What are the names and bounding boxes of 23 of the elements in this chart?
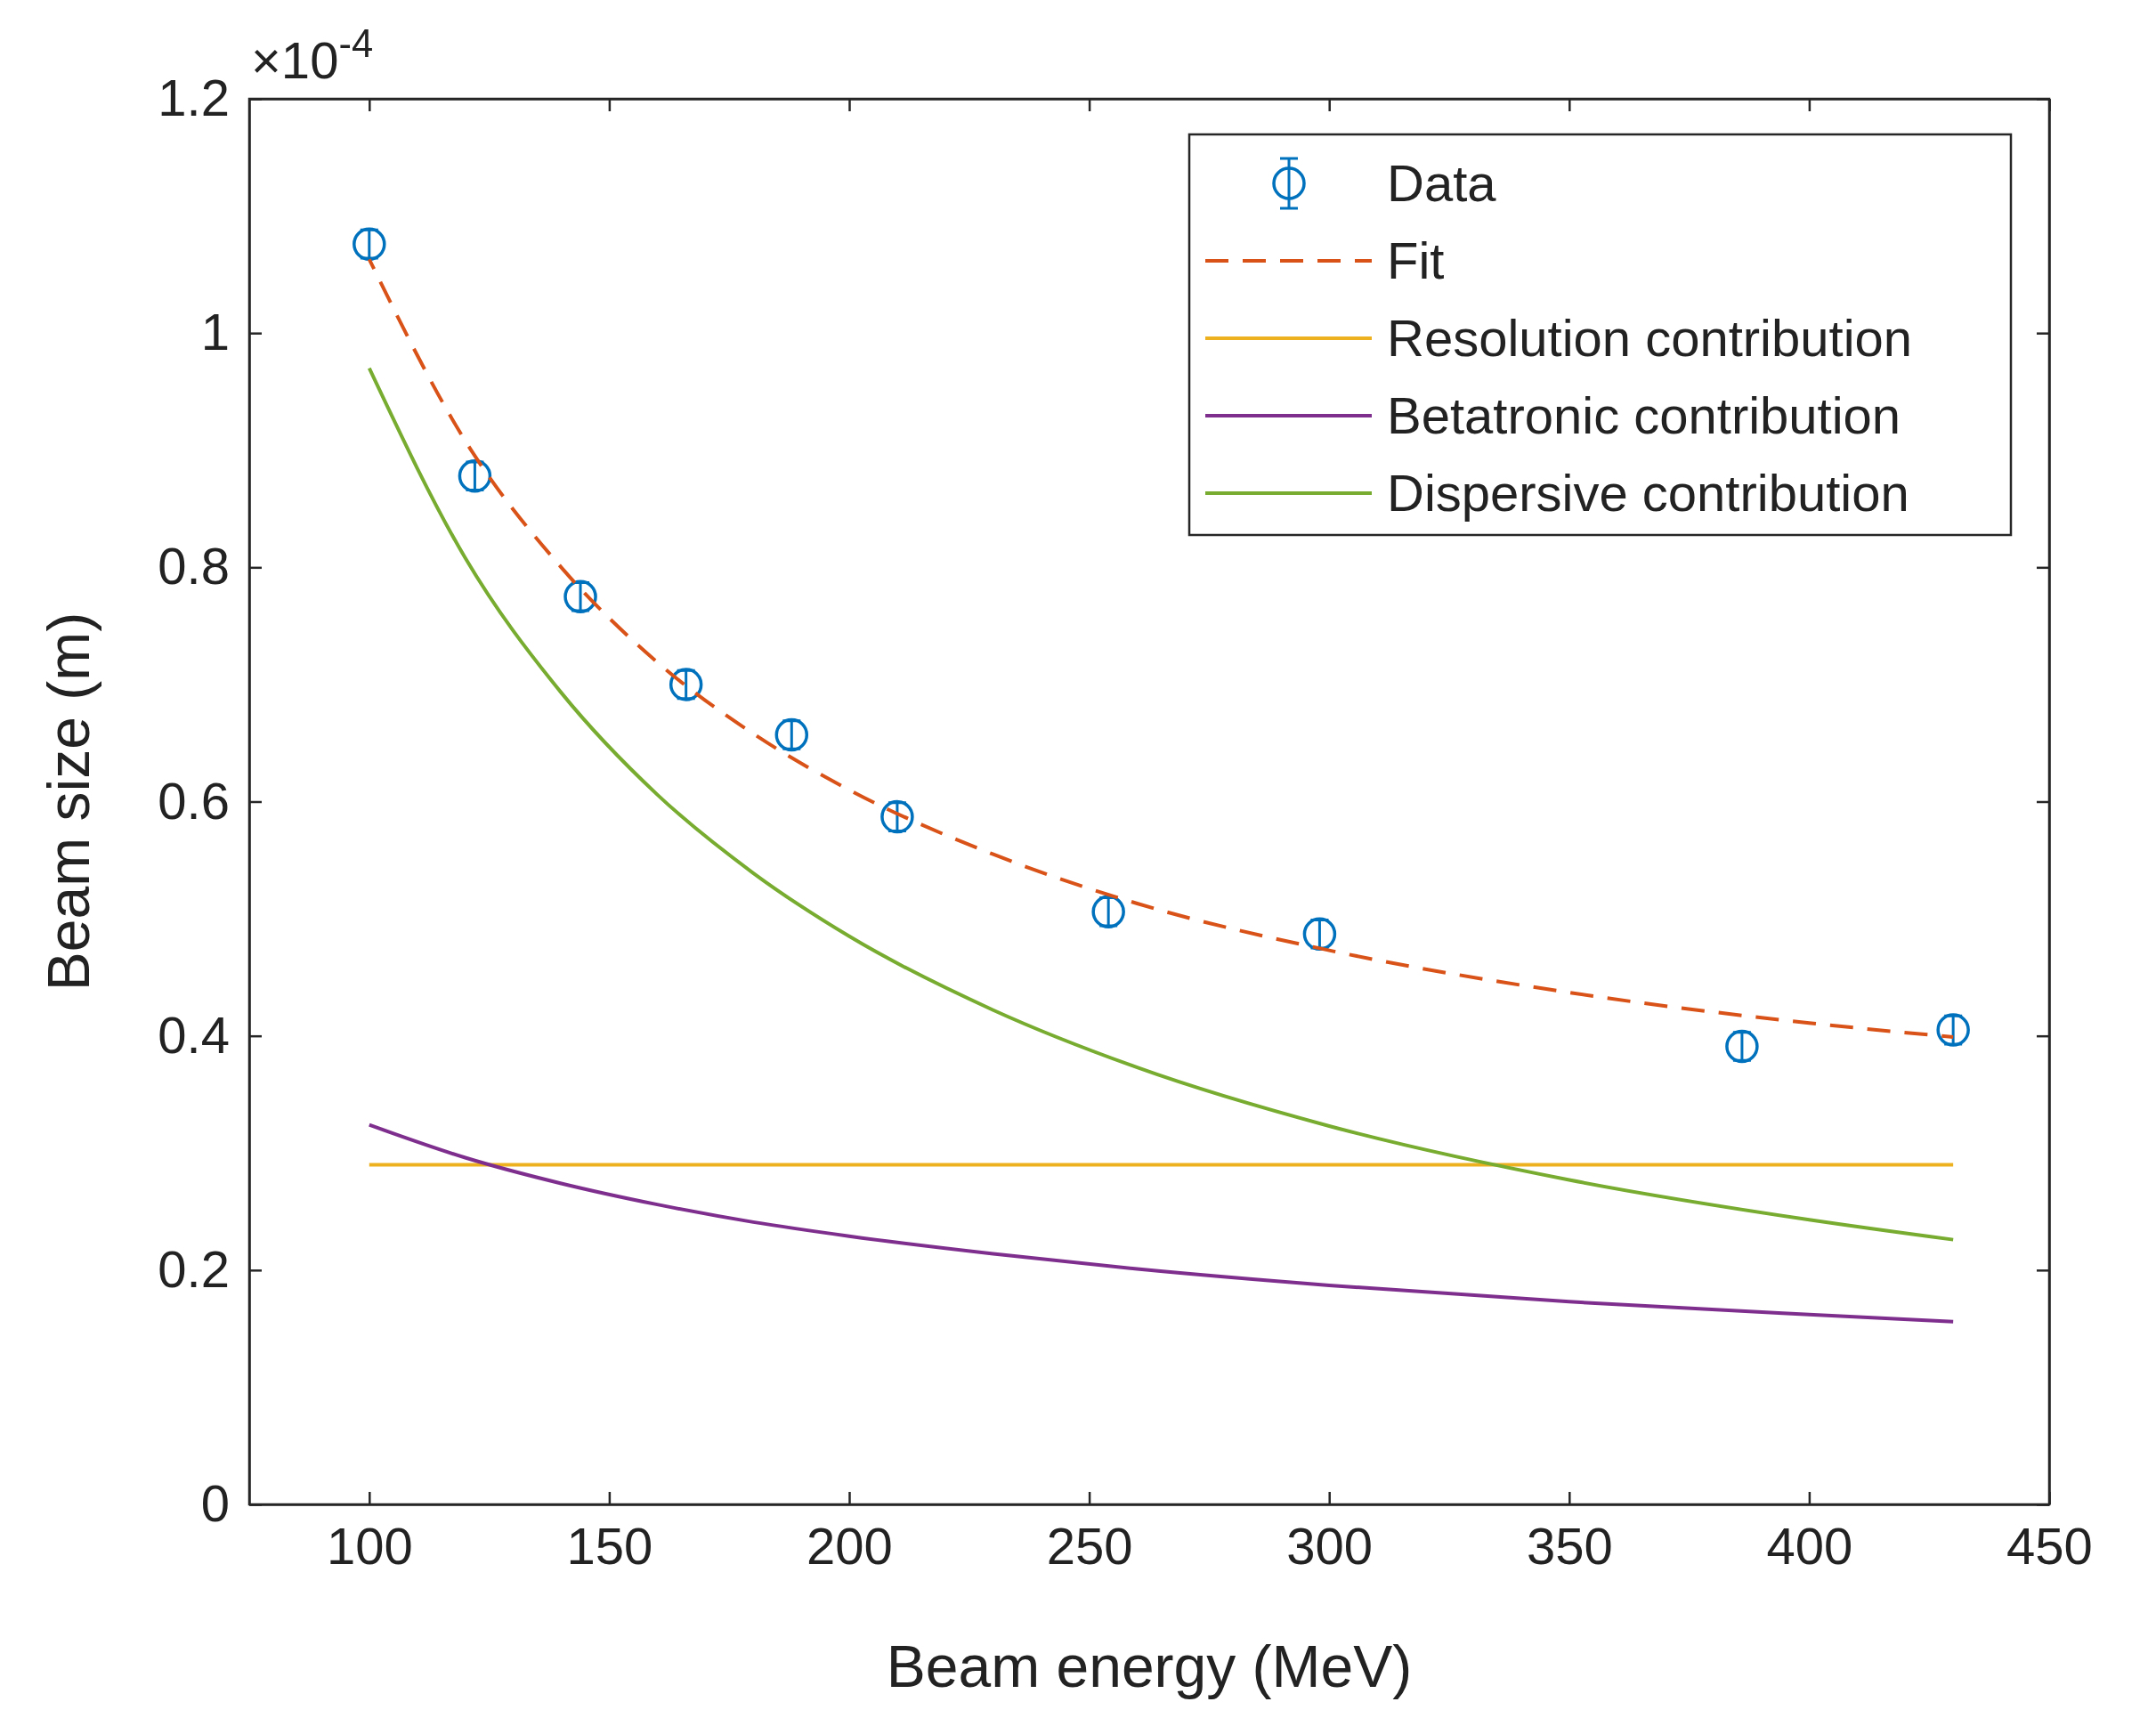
x-tick-label: 400 — [1766, 1517, 1853, 1576]
y-axis-title: Beam size (m) — [36, 612, 101, 992]
y-tick-label: 1.2 — [158, 69, 230, 127]
y-tick-label: 0 — [200, 1474, 230, 1533]
y-tick-label: 0.6 — [158, 771, 230, 830]
legend-label: Resolution contribution — [1387, 309, 1913, 367]
x-tick-label: 350 — [1526, 1517, 1613, 1576]
x-tick-label: 300 — [1286, 1517, 1374, 1576]
x-tick-label: 100 — [326, 1517, 413, 1576]
text: ×10$^{-4}$ — [251, 22, 374, 89]
x-tick-label: 150 — [566, 1517, 653, 1576]
x-tick-label: 250 — [1046, 1517, 1133, 1576]
x-axis-title: Beam energy (MeV) — [886, 1633, 1413, 1699]
legend-label: Fit — [1387, 231, 1445, 289]
x-tick-label: 200 — [806, 1517, 893, 1576]
y-tick-label: 0.2 — [158, 1239, 230, 1298]
y-tick-label: 0.4 — [158, 1005, 230, 1064]
legend-label: Betatronic contribution — [1387, 386, 1901, 444]
y-tick-label: 0.8 — [158, 537, 230, 596]
x-tick-label: 450 — [2006, 1517, 2093, 1576]
legend-label: Data — [1387, 154, 1497, 212]
y-tick-label: 1 — [200, 303, 230, 361]
legend-label: Dispersive contribution — [1387, 464, 1909, 522]
